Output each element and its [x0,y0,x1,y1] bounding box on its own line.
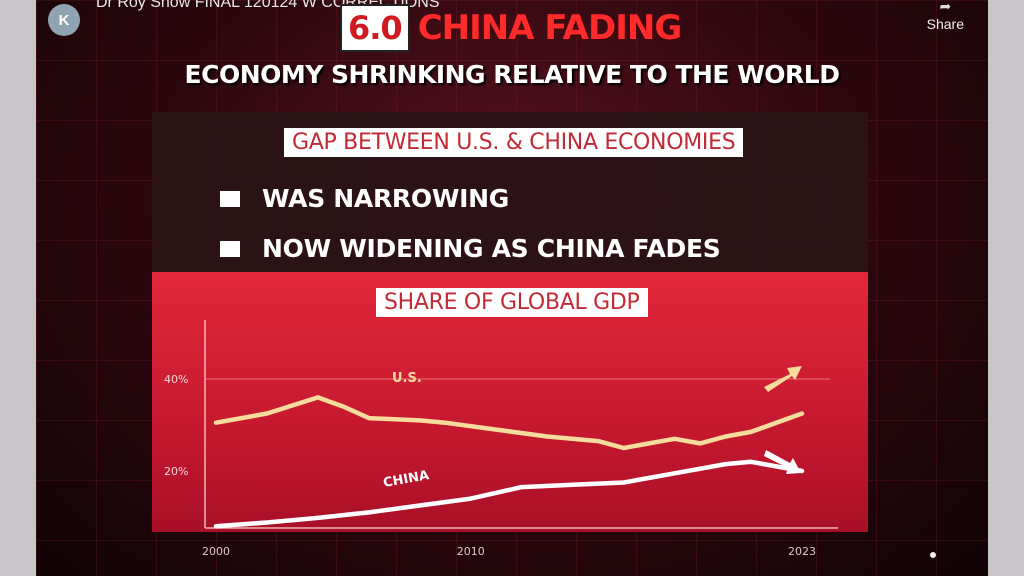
right-letterbox [988,0,1024,576]
x-tick-label: 2023 [788,545,816,558]
gap-label: GAP BETWEEN U.S. & CHINA ECONOMIES [284,128,744,157]
slide-subhead: ECONOMY SHRINKING RELATIVE TO THE WORLD [184,60,840,89]
bullet-item: WAS NARROWING [220,184,509,213]
chart-title: SHARE OF GLOBAL GDP [376,288,648,317]
y-tick-label: 20% [164,465,188,478]
share-label: Share [926,16,964,32]
china-series-line [213,459,805,529]
bullet-item: NOW WIDENING AS CHINA FADES [220,234,721,263]
us-series-line [213,395,805,451]
down-trend-arrow-icon [764,450,801,474]
bullet-text: WAS NARROWING [262,184,509,213]
headline-text: CHINA FADING [417,8,683,48]
playhead-dot[interactable] [930,552,936,558]
bullet-square-icon [220,190,240,207]
share-button[interactable]: ➦ Share [927,0,964,32]
slide-headline: 6.0 CHINA FADING [340,4,683,52]
left-letterbox [0,0,36,576]
x-tick-label: 2010 [457,545,485,558]
video-title[interactable]: Dr Roy Show FINAL 120124 W CORRECTIONS [96,0,440,11]
share-arrow-icon: ➦ [939,0,952,15]
x-tick-label: 2000 [202,545,230,558]
section-badge: 6.0 [340,4,410,52]
channel-avatar[interactable]: K [48,4,80,36]
channel-initial: K [58,11,70,29]
bullet-text: NOW WIDENING AS CHINA FADES [262,234,721,263]
y-tick-label: 40% [164,373,188,386]
up-trend-arrow-icon [764,366,802,392]
bullet-square-icon [220,240,240,257]
us-series-label: U.S. [392,371,422,386]
china-series-label: CHINA [382,468,430,491]
